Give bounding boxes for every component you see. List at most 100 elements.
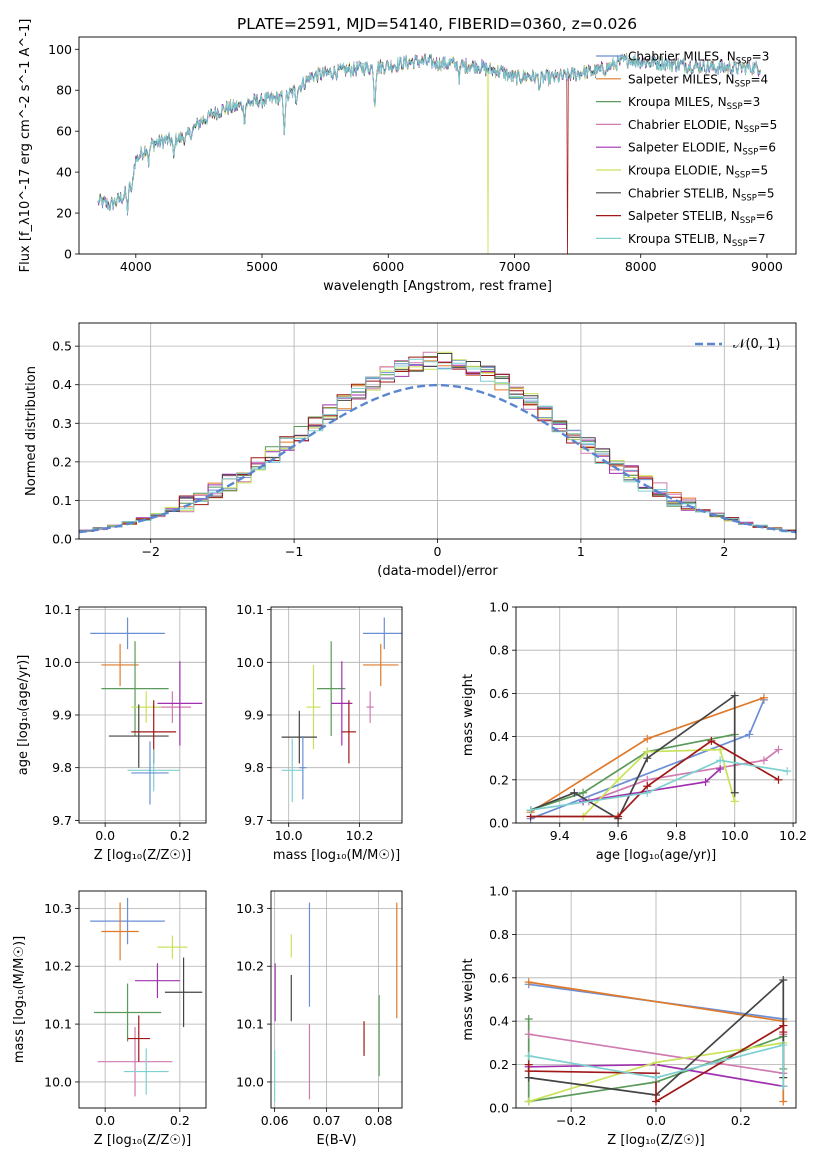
- weight-marker: [759, 693, 768, 702]
- weight-marker: [524, 1067, 533, 1076]
- y-axis-label: Flux [f_λ10^-17 erg cm^-2 s^-1 A^-1]: [18, 19, 33, 273]
- weight-marker: [779, 975, 788, 984]
- y-tick-label: 1.0: [489, 884, 509, 899]
- legend-name: Kroupa MILES, N: [628, 95, 727, 109]
- weight-marker: [779, 1082, 788, 1091]
- legend-label: Kroupa ELODIE, NSSP=5: [628, 164, 768, 181]
- legend-subscript: SSP: [736, 57, 752, 67]
- legend-name: Chabrier ELODIE, N: [628, 118, 744, 132]
- age-vs-Z-panel: 0.0 0.2 9.7 9.8 9.9 10.0 10.1 Z [log₁₀(Z/Z☉)] ag…: [16, 602, 207, 863]
- weight-marker: [774, 775, 783, 784]
- x-tick-label: 8000: [625, 259, 657, 274]
- weight-marker: [779, 1097, 788, 1106]
- legend-subscript: SSP: [740, 216, 756, 226]
- axes-frame: [78, 322, 797, 540]
- weight-marker: [614, 775, 623, 784]
- legend-subscript: SSP: [744, 125, 760, 135]
- legend-label: Salpeter STELIB, NSSP=6: [628, 209, 773, 226]
- gaussian-curve: [79, 383, 796, 534]
- y-tick-label: 0.4: [489, 1014, 509, 1029]
- weight-marker: [730, 797, 739, 806]
- y-tick-label: 10.1: [236, 602, 264, 617]
- weight-marker: [774, 745, 783, 754]
- x-tick-label: 7000: [499, 259, 531, 274]
- weight-vs-Z-panel: −0.2 0.0 0.2 0.0 0.2 0.4 0.6 0.8 1.0 Z [log₁₀(Z/Z…: [461, 884, 797, 1148]
- x-tick-label: 0.07: [313, 1113, 341, 1128]
- age-vs-mass-panel: 10.0 10.2 9.7 9.8 9.9 10.0 10.1 mass [log₁₀(M/M…: [236, 602, 403, 863]
- x-tick-label: 0.2: [170, 1113, 190, 1128]
- x-tick-label: −1: [285, 544, 303, 559]
- histogram-step: [79, 358, 796, 539]
- axes-frame: [78, 606, 207, 824]
- x-tick-label: 10.0: [275, 828, 303, 843]
- axes-frame: [78, 890, 207, 1109]
- legend-suffix: =7: [748, 232, 766, 246]
- y-tick-label: 10.0: [44, 655, 72, 670]
- y-tick-label: 0.8: [489, 643, 509, 658]
- y-tick-label: 9.7: [52, 813, 72, 828]
- legend-name: Salpeter MILES, N: [628, 72, 735, 86]
- weight-marker: [524, 978, 533, 987]
- y-tick-label: 10.1: [236, 1017, 264, 1032]
- y-tick-label: 10.2: [44, 959, 72, 974]
- y-tick-label: 1.0: [489, 600, 509, 615]
- legend-subscript: SSP: [732, 239, 748, 249]
- x-tick-label: 9.6: [608, 828, 628, 843]
- y-tick-label: 0.3: [52, 416, 72, 431]
- y-tick-label: 10.1: [44, 1017, 72, 1032]
- age-vs-mass-plot-area: [281, 617, 402, 802]
- axes-frame: [515, 890, 797, 1109]
- legend-label: Chabrier STELIB, NSSP=5: [628, 186, 775, 203]
- y-axis-label: mass weight: [461, 674, 476, 756]
- x-tick-label: 10.0: [721, 828, 749, 843]
- axes-frame: [78, 36, 797, 255]
- legend: 𝒩(0, 1): [695, 337, 780, 352]
- weight-marker: [614, 812, 623, 821]
- weight-marker: [716, 765, 725, 773]
- legend-subscript: SSP: [735, 171, 751, 181]
- y-tick-label: 60: [56, 124, 72, 139]
- weight-line: [530, 733, 735, 811]
- y-tick-label: 0.4: [489, 729, 509, 744]
- y-axis-label: Normed distribution: [24, 366, 39, 496]
- chart-title: PLATE=2591, MJD=54140, FIBERID=0360, z=0…: [237, 15, 637, 33]
- y-tick-label: 9.8: [244, 760, 264, 775]
- spectrum-line: [97, 53, 762, 214]
- x-axis-label: Z [log₁₀(Z/Z☉)]: [607, 1133, 704, 1148]
- weight-marker: [730, 788, 739, 797]
- x-axis-label: E(B-V): [316, 1133, 356, 1148]
- y-tick-label: 10.2: [236, 959, 264, 974]
- weight-marker: [707, 736, 716, 745]
- x-tick-label: −2: [141, 544, 159, 559]
- weight-vs-age-panel: 9.4 9.6 9.8 10.0 10.2 0.0 0.2 0.4 0.6 0.8 1.0 age […: [461, 600, 807, 864]
- legend-subscript: SSP: [741, 193, 757, 203]
- y-axis-label: mass [log₁₀(M/M☉)]: [12, 936, 27, 1063]
- legend-suffix: =3: [752, 50, 770, 64]
- weight-marker: [524, 1051, 533, 1060]
- x-tick-label: 0.08: [365, 1113, 393, 1128]
- x-axis-label: wavelength [Angstrom, rest frame]: [323, 279, 552, 294]
- y-tick-label: 0.0: [52, 532, 72, 547]
- x-tick-label: 6000: [372, 259, 404, 274]
- x-axis-label: Z [log₁₀(Z/Z☉)]: [94, 848, 191, 863]
- x-tick-label: 0.2: [170, 828, 190, 843]
- weight-marker: [652, 1058, 660, 1067]
- weight-line: [528, 1044, 785, 1087]
- y-tick-label: 0.4: [52, 377, 72, 392]
- y-tick-label: 9.9: [52, 708, 72, 723]
- age-vs-Z-plot-area: [90, 617, 203, 805]
- legend-name: Salpeter STELIB, N: [628, 209, 740, 223]
- legend-suffix: =6: [756, 209, 774, 223]
- y-tick-label: 10.3: [236, 901, 264, 916]
- mass-vs-Z-panel: 0.0 0.2 10.0 10.1 10.2 10.3 Z [log₁₀(Z/Z☉)] mas…: [12, 890, 207, 1148]
- legend-suffix: =6: [758, 141, 776, 155]
- weight-marker: [779, 1041, 788, 1050]
- axes-frame: [515, 606, 797, 824]
- legend-suffix: =4: [750, 72, 768, 86]
- weight-marker: [716, 756, 725, 765]
- legend-label: Salpeter ELODIE, NSSP=6: [628, 141, 776, 158]
- y-tick-label: 40: [56, 165, 72, 180]
- weight-line: [530, 759, 788, 811]
- axes-frame: [270, 606, 403, 824]
